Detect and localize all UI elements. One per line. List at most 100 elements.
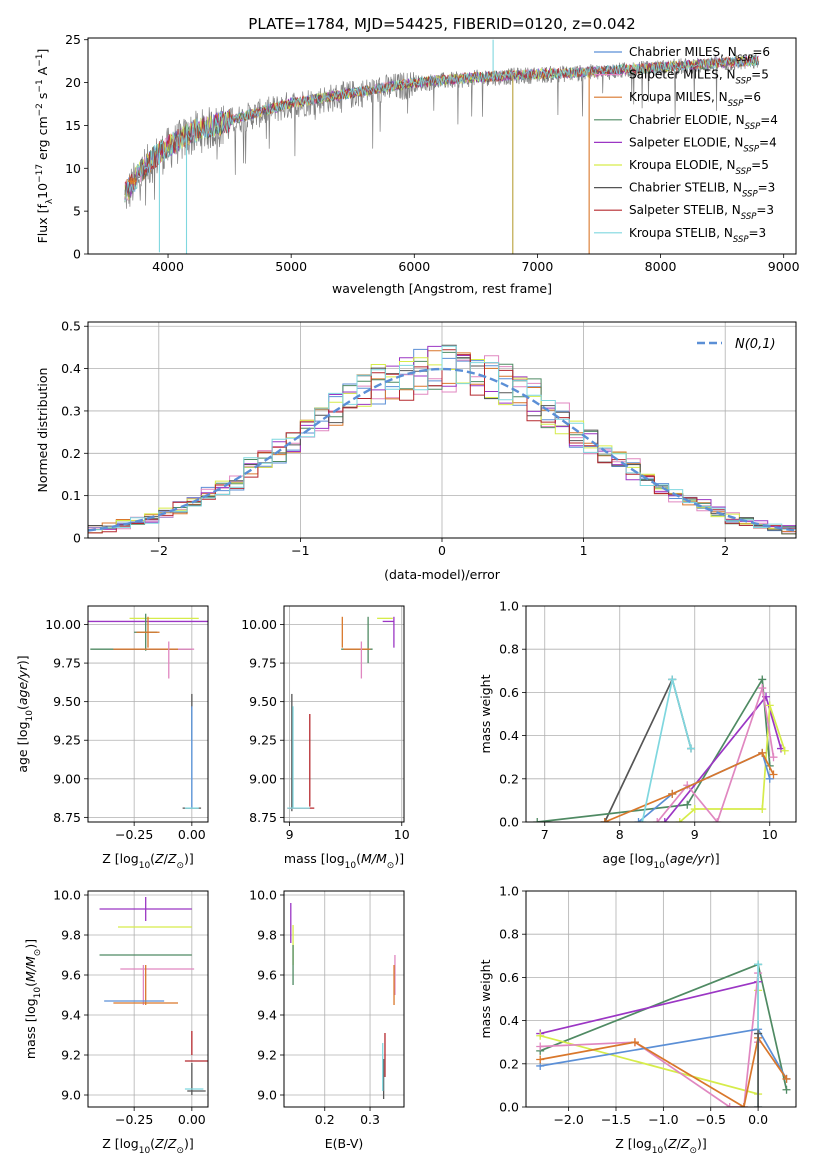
mass-weight-point — [660, 818, 669, 822]
label-part: ] — [35, 49, 50, 54]
y-tick-label: 0.3 — [61, 403, 81, 418]
label-part: Z — [680, 1136, 690, 1151]
label-part: ( — [665, 851, 670, 866]
x-tick-label: −1.0 — [648, 1112, 678, 1127]
label-part: 10 — [35, 183, 50, 199]
y-tick-label: 0.5 — [61, 319, 81, 334]
x-tick-label: 2 — [721, 543, 729, 558]
y-tick-label: 9.00 — [53, 771, 81, 786]
x-tick-label: 0.0 — [748, 1112, 768, 1127]
y-tick-label: 25 — [65, 32, 81, 47]
y-tick-label: 9.2 — [61, 1048, 81, 1063]
legend-entry: Chabrier MILES, NSSP=6 — [629, 45, 770, 64]
y-tick-label: 0.0 — [499, 815, 519, 830]
mass-weight-point — [634, 818, 643, 822]
legend-count: =6 — [743, 90, 761, 104]
x-tick-label: 9 — [286, 827, 294, 842]
mass-weight-point — [600, 818, 609, 822]
y-axis-label: mass weight — [478, 674, 493, 753]
x-tick-label: −2.0 — [553, 1112, 583, 1127]
mass-weight-point — [758, 675, 767, 684]
mass-weight-line — [537, 676, 771, 822]
label-part: )] — [23, 939, 38, 949]
y-tick-label: 0.6 — [499, 685, 519, 700]
x-axis-label: mass [log10(M/M⊙)] — [284, 851, 404, 871]
y-tick-label: 15 — [65, 118, 81, 133]
y-tick-label: 10.0 — [53, 888, 81, 903]
label-part: Z [log — [102, 1136, 138, 1151]
label-part: Flux [f — [35, 204, 50, 244]
gaussian-legend-label: N(0,1) — [735, 337, 776, 352]
plot-area — [124, 39, 760, 254]
y-tick-label: 0.8 — [499, 642, 519, 657]
x-tick-label: 7000 — [522, 259, 554, 274]
label-part: )] — [184, 851, 194, 866]
axes-frame — [283, 605, 405, 823]
label-part: Z — [667, 1136, 677, 1151]
label-part: age [log — [602, 851, 653, 866]
y-tick-label: 9.6 — [257, 968, 277, 983]
legend-count: =3 — [758, 181, 776, 195]
label-part: age/yr — [15, 664, 30, 705]
plot-area — [533, 675, 789, 822]
label-part: ( — [356, 851, 361, 866]
legend-count: =5 — [751, 158, 769, 172]
legend-entry: Kroupa MILES, NSSP=6 — [629, 90, 761, 109]
mass-weight-point — [769, 770, 778, 779]
y-tick-label: 9.0 — [257, 1088, 277, 1103]
legend-label: Kroupa MILES, N — [629, 90, 728, 104]
y-tick-label: 0.2 — [499, 771, 519, 786]
y-tick-label: 0.2 — [499, 1056, 519, 1071]
y-tick-label: 0 — [73, 531, 81, 546]
label-part: )] — [15, 655, 30, 665]
y-tick-label: 8.75 — [249, 810, 277, 825]
y-tick-label: 9.0 — [61, 1088, 81, 1103]
label-part: M/M — [361, 851, 387, 866]
label-part: 10 — [652, 1146, 664, 1156]
x-axis-label: age [log10(age/yr)] — [602, 851, 719, 871]
label-part: Z — [167, 1136, 177, 1151]
residual-histogram-line — [88, 345, 796, 531]
x-axis-label: wavelength [Angstrom, rest frame] — [332, 281, 552, 296]
y-axis-label: age [log10(age/yr)] — [15, 655, 35, 772]
y-tick-label: 9.8 — [257, 928, 277, 943]
mass-weight-point — [758, 748, 767, 757]
label-part: s — [35, 93, 50, 104]
x-tick-label: −1 — [291, 543, 309, 558]
mass-weight-point — [668, 789, 677, 798]
x-tick-label: 1 — [580, 543, 588, 558]
label-part: / — [164, 851, 169, 866]
y-tick-label: 5 — [73, 204, 81, 219]
x-axis-label: Z [log10(Z/Z⊙)] — [102, 1136, 194, 1156]
label-part: Z — [154, 1136, 164, 1151]
y-tick-label: 1.0 — [499, 884, 519, 899]
label-part: ⊙ — [689, 1146, 697, 1156]
label-part: λ — [45, 198, 55, 204]
legend-label: Chabrier MILES, N — [629, 45, 737, 59]
mass-weight-point — [754, 1029, 763, 1038]
x-tick-label: −0.5 — [696, 1112, 726, 1127]
y-tick-label: 9.75 — [249, 656, 277, 671]
y-tick-label: 9.50 — [53, 694, 81, 709]
mass-weight-point — [638, 818, 647, 822]
y-tick-label: 9.50 — [249, 694, 277, 709]
x-tick-label: 9000 — [768, 259, 800, 274]
mass-weight-point — [769, 753, 778, 762]
legend-entry: Kroupa STELIB, NSSP=3 — [629, 226, 766, 245]
mass-weight-point — [683, 800, 692, 809]
y-tick-label: 0.4 — [61, 361, 81, 376]
label-part: ⊙ — [176, 861, 184, 871]
y-axis-label: mass [log10(M/M⊙)] — [23, 939, 43, 1059]
x-axis-label: Z [log10(Z/Z⊙)] — [615, 1136, 707, 1156]
legend-label: Salpeter STELIB, N — [629, 203, 741, 217]
label-part: mass [log — [23, 998, 38, 1059]
y-tick-label: 0.6 — [499, 970, 519, 985]
legend-count: =4 — [759, 135, 777, 149]
label-part: Z — [154, 851, 164, 866]
label-part: 10 — [25, 710, 35, 722]
label-part: mass [log — [284, 851, 345, 866]
mass-weight-point — [630, 1038, 639, 1047]
label-part: −17 — [35, 164, 45, 183]
